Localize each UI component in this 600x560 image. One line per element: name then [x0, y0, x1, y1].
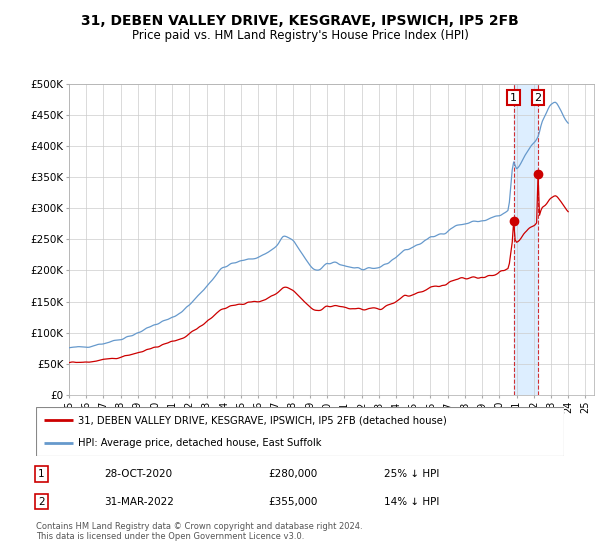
- Text: 31-MAR-2022: 31-MAR-2022: [104, 497, 175, 507]
- Text: £280,000: £280,000: [268, 469, 317, 479]
- Text: Contains HM Land Registry data © Crown copyright and database right 2024.
This d: Contains HM Land Registry data © Crown c…: [36, 522, 362, 542]
- Text: 1: 1: [38, 469, 44, 479]
- Text: 31, DEBEN VALLEY DRIVE, KESGRAVE, IPSWICH, IP5 2FB (detached house): 31, DEBEN VALLEY DRIVE, KESGRAVE, IPSWIC…: [78, 416, 447, 426]
- FancyBboxPatch shape: [36, 407, 564, 456]
- Text: 14% ↓ HPI: 14% ↓ HPI: [385, 497, 440, 507]
- Text: Price paid vs. HM Land Registry's House Price Index (HPI): Price paid vs. HM Land Registry's House …: [131, 29, 469, 42]
- Text: £355,000: £355,000: [268, 497, 317, 507]
- Text: HPI: Average price, detached house, East Suffolk: HPI: Average price, detached house, East…: [78, 438, 322, 448]
- Text: 25% ↓ HPI: 25% ↓ HPI: [385, 469, 440, 479]
- Text: 2: 2: [38, 497, 44, 507]
- Bar: [514, 84, 538, 395]
- Text: 28-OCT-2020: 28-OCT-2020: [104, 469, 173, 479]
- Text: 1: 1: [510, 92, 517, 102]
- Text: 31, DEBEN VALLEY DRIVE, KESGRAVE, IPSWICH, IP5 2FB: 31, DEBEN VALLEY DRIVE, KESGRAVE, IPSWIC…: [81, 14, 519, 28]
- Text: 2: 2: [535, 92, 542, 102]
